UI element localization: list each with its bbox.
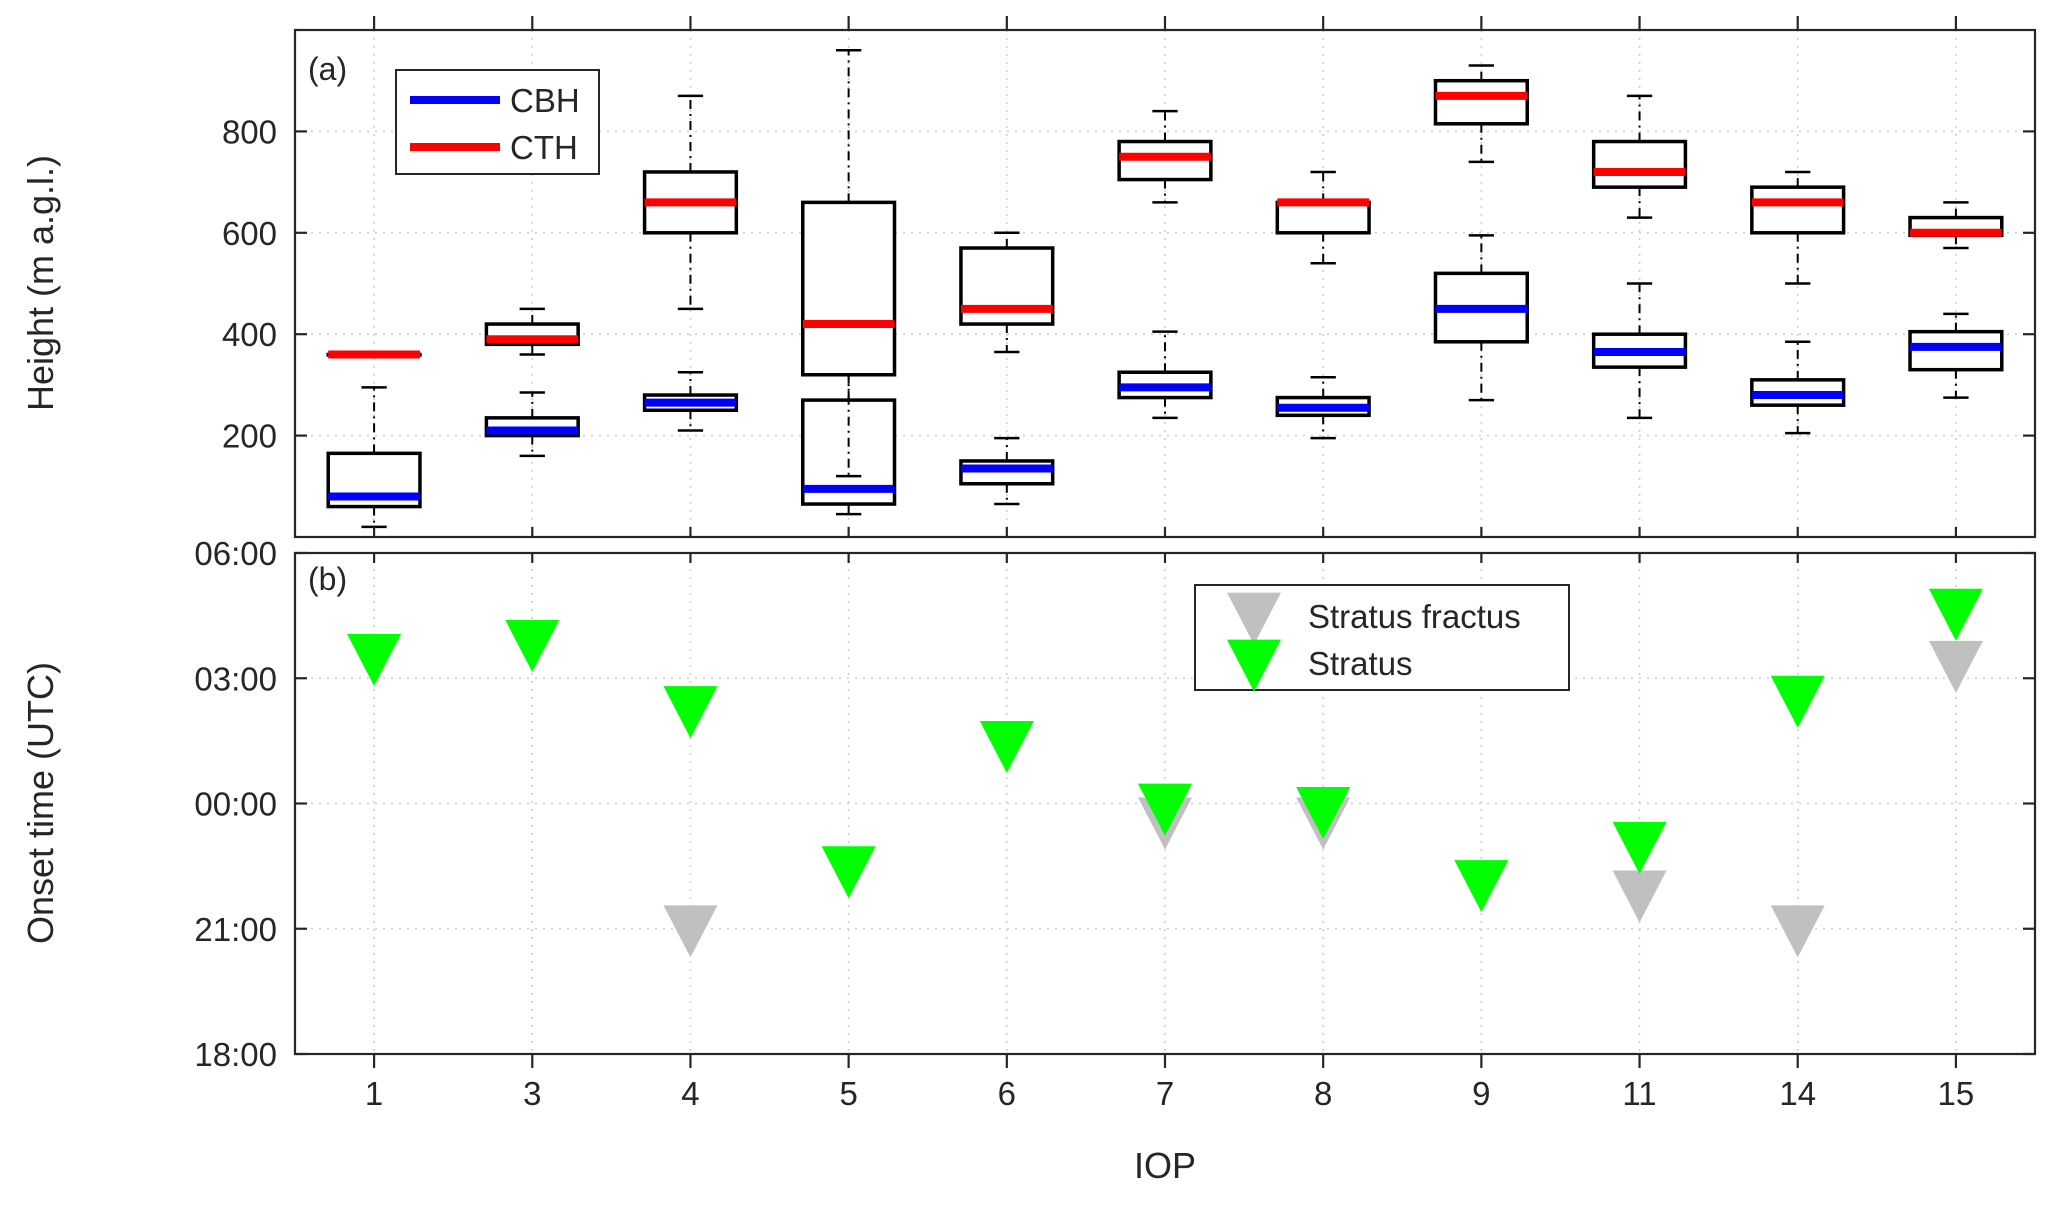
x-tick-label-iop-7: 7 [1156,1075,1174,1112]
cth-box-iop-7 [1117,109,1213,204]
cbh-box-iop-11 [1591,282,1688,420]
x-tick-label-iop-14: 14 [1779,1075,1816,1112]
cbh-box-iop-3 [484,391,580,458]
panel-a-y-tick-label: 800 [222,113,277,150]
cth-box-iop-4 [642,94,739,311]
cth-box-iop-1 [326,350,422,359]
panel-a-y-tick-label: 400 [222,316,277,353]
cth-iqr-box [1750,185,1846,235]
cbh-box-iop-4 [642,370,739,432]
stratus-point-iop-15 [1928,588,1983,641]
cth-iqr-box [1591,139,1688,189]
stratus-fractus-point-iop-4 [663,905,718,958]
cth-box-iop-6 [959,231,1055,354]
cth-box-iop-3 [484,307,580,356]
cbh-box-iop-6 [959,436,1055,506]
stratus-point-iop-3 [505,620,560,673]
stratus-point-iop-9 [1454,860,1509,913]
stratus-legend-label: Stratus [1308,645,1413,682]
x-tick-label-iop-9: 9 [1472,1075,1490,1112]
cth-box-iop-9 [1433,64,1529,164]
stratus-point-iop-6 [979,720,1034,773]
stratus-fractus-legend-marker [1227,592,1281,645]
panel-b-y-tick-label: 00:00 [194,786,277,823]
panel-a-box-plot: 200 400 600 800 (a) Height (m a.g.l.) CBH CT… [20,16,2037,539]
cbh-box-iop-14 [1750,340,1846,435]
panel-b-y-tick-label: 06:00 [194,535,277,572]
panel-a-y-tick-label: 200 [222,418,277,455]
cth-iqr-box [1433,78,1529,126]
cbh-box-iop-9 [1433,234,1529,402]
panel-a-label: (a) [308,51,347,87]
cbh-box-iop-1 [326,386,422,529]
cth-box-iop-15 [1908,201,2004,250]
cth-legend-label: CTH [510,129,578,166]
stratus-point-iop-1 [347,633,402,686]
stratus-point-iop-8 [1296,787,1351,840]
cbh-legend-label: CBH [510,82,580,119]
panel-a-y-axis-title: Height (m a.g.l.) [20,155,61,411]
x-tick-label-iop-15: 15 [1938,1075,1975,1112]
x-tick-label-iop-8: 8 [1314,1075,1332,1112]
cbh-box-iop-7 [1117,330,1213,420]
x-tick-label-iop-11: 11 [1622,1075,1656,1112]
cbh-box-iop-15 [1908,312,2004,399]
x-axis-title: IOP [1134,1145,1196,1186]
panel-b-grid [295,553,2035,1054]
stratus-point-iop-7 [1138,783,1192,836]
cth-box-iop-8 [1275,170,1371,265]
x-tick-label-iop-5: 5 [839,1075,857,1112]
panel-a-ticks: 200 400 600 800 [222,16,2035,537]
panel-a-legend: CBH CTH [395,69,600,175]
panel-a-boxes [326,49,2004,529]
panel-b-legend: Stratus fractus Stratus [1194,584,1570,692]
panel-b-y-tick-label: 21:00 [194,911,277,948]
panel-b-scatter: 1 3 4 5 6 7 8 9 11 14 1518:0021:0000:0003:0006:00 … [20,535,2037,1186]
cth-box-iop-14 [1750,170,1846,285]
stratus-fractus-point-iop-15 [1928,640,1983,693]
cth-iqr-box [801,200,897,377]
stratus-fractus-point-iop-11 [1612,870,1667,923]
stratus-point-iop-11 [1612,821,1667,874]
stratus-fractus-point-iop-14 [1770,905,1825,958]
panel-b-points [347,588,1983,958]
x-tick-label-iop-4: 4 [681,1075,699,1112]
panel-b-label: (b) [308,561,347,597]
panel-a-legend-box [395,69,600,175]
cth-iqr-box [1275,200,1371,235]
stratus-point-iop-4 [663,686,718,739]
panel-b-y-tick-label: 03:00 [194,660,277,697]
cbh-box-iop-8 [1275,376,1371,440]
panel-b-y-tick-label: 18:00 [194,1036,277,1073]
panel-b-ticks: 1 3 4 5 6 7 8 9 11 14 15 18:00 21:00 00:00 03:00 06:00 [194,535,2035,1112]
x-tick-label-iop-1: 1 [365,1075,383,1112]
cth-box-iop-11 [1591,94,1688,219]
x-tick-label-iop-3: 3 [523,1075,541,1112]
cth-box-iop-5 [801,49,897,478]
stratus-point-iop-14 [1770,675,1825,728]
stratus-legend-marker [1227,639,1281,692]
x-tick-label-iop-6: 6 [998,1075,1016,1112]
stratus-point-iop-5 [821,846,876,899]
stratus-fractus-legend-label: Stratus fractus [1308,598,1521,635]
panel-b-y-axis-title: Onset time (UTC) [20,662,61,944]
panel-a-y-tick-label: 600 [222,215,277,252]
